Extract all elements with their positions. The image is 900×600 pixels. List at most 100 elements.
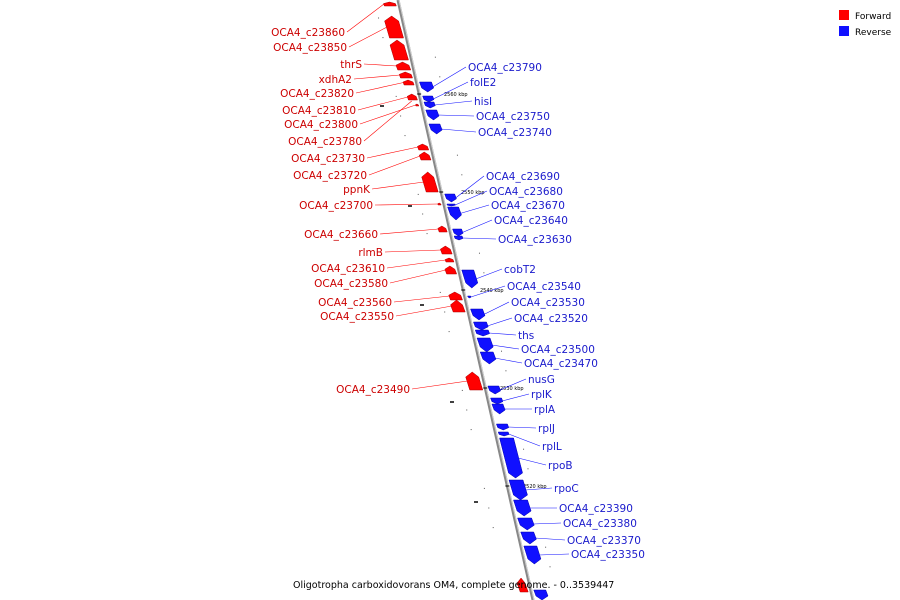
- gene-block-rlmB[interactable]: [440, 245, 453, 255]
- gene-block-OCA4_c23680[interactable]: [446, 203, 456, 207]
- gene-block-OCA4_c23850[interactable]: [384, 15, 404, 39]
- gene-block-rpoC[interactable]: [508, 479, 528, 501]
- gene-block-OCA4_c23850[interactable]: [389, 39, 409, 61]
- gene-label-OCA4_c23800[interactable]: OCA4_c23800: [284, 119, 358, 131]
- gene-label-nusG[interactable]: nusG: [528, 374, 555, 386]
- gene-label-OCA4_c23380[interactable]: OCA4_c23380: [563, 518, 637, 530]
- gene-label-OCA4_c23680[interactable]: OCA4_c23680: [489, 186, 563, 198]
- gene-label-OCA4_c23540[interactable]: OCA4_c23540: [507, 281, 581, 293]
- gene-label-thrS[interactable]: thrS: [340, 59, 362, 71]
- gene-block-OCA4_c23370[interactable]: [520, 531, 537, 545]
- gene-block-xdhA2[interactable]: [398, 71, 413, 79]
- gene-label-OCA4_c23390[interactable]: OCA4_c23390: [559, 503, 633, 515]
- gene-block-nusG[interactable]: [487, 385, 501, 395]
- gene-label-OCA4_c23790[interactable]: OCA4_c23790: [468, 62, 542, 74]
- gene-label-OCA4_c23730[interactable]: OCA4_c23730: [291, 153, 365, 165]
- gene-block-hisI[interactable]: [423, 101, 436, 109]
- gene-block-OCA4_c23740[interactable]: [428, 123, 443, 135]
- gene-block-OCA4_c23500[interactable]: [476, 337, 494, 353]
- gene-label-OCA4_c23630[interactable]: OCA4_c23630: [498, 234, 572, 246]
- gene-block-OCA4_c23520[interactable]: [473, 321, 489, 331]
- gene-label-OCA4_c23700[interactable]: OCA4_c23700: [299, 200, 373, 212]
- gene-label-folE2[interactable]: folE2: [470, 77, 496, 89]
- kbp-tick-label: 2540 kbp: [480, 288, 504, 294]
- gene-label-hisI[interactable]: hisI: [474, 96, 492, 108]
- gene-block-rplJ[interactable]: [496, 423, 510, 431]
- gene-block-OCA4_c23640[interactable]: [452, 228, 464, 237]
- gene-label-OCA4_c23780[interactable]: OCA4_c23780: [288, 136, 362, 148]
- gene-block-OCA4_c23490[interactable]: [465, 371, 484, 391]
- gene-block-OCA4_c23720[interactable]: [418, 151, 432, 161]
- kbp-tick-label: 2560 kbp: [444, 92, 468, 98]
- gene-block-OCA4_c23750[interactable]: [425, 109, 440, 121]
- gene-label-OCA4_c23670[interactable]: OCA4_c23670: [491, 200, 565, 212]
- gene-block-OCA4_c23670[interactable]: [447, 206, 462, 221]
- gene-block-OCA4_c23390[interactable]: [513, 499, 532, 517]
- gene-label-OCA4_c23850[interactable]: OCA4_c23850: [273, 42, 347, 54]
- gene-label-cobT2[interactable]: cobT2: [504, 264, 536, 276]
- gene-label-OCA4_c23740[interactable]: OCA4_c23740: [478, 127, 552, 139]
- kbp-tick-label: 2550 kbp: [461, 190, 485, 196]
- gene-block-bottom-reverse[interactable]: [533, 589, 549, 600]
- gene-label-OCA4_c23490[interactable]: OCA4_c23490: [336, 384, 410, 396]
- gene-label-OCA4_c23820[interactable]: OCA4_c23820: [280, 88, 354, 100]
- gene-label-rplJ[interactable]: rplJ: [538, 423, 555, 435]
- gene-label-OCA4_c23350[interactable]: OCA4_c23350: [571, 549, 645, 561]
- gene-label-rlmB[interactable]: rlmB: [358, 247, 383, 259]
- gene-label-OCA4_c23640[interactable]: OCA4_c23640: [494, 215, 568, 227]
- gene-block-ppnK[interactable]: [421, 171, 439, 193]
- gene-label-OCA4_c23750[interactable]: OCA4_c23750: [476, 111, 550, 123]
- gene-label-OCA4_c23470[interactable]: OCA4_c23470: [524, 358, 598, 370]
- gene-label-rpoB[interactable]: rpoB: [548, 460, 573, 472]
- gene-label-OCA4_c23660[interactable]: OCA4_c23660: [304, 229, 378, 241]
- gene-block-OCA4_c23610[interactable]: [444, 257, 455, 263]
- gene-block-OCA4_c23660[interactable]: [437, 225, 448, 233]
- gene-label-OCA4_c23520[interactable]: OCA4_c23520: [514, 313, 588, 325]
- gene-block-OCA4_c23550[interactable]: [450, 299, 466, 313]
- gene-block-rplA[interactable]: [491, 403, 506, 415]
- gene-label-rpoC[interactable]: rpoC: [554, 483, 579, 495]
- gene-block-thrS[interactable]: [395, 61, 412, 71]
- gene-block-cobT2[interactable]: [461, 269, 479, 289]
- gene-block-OCA4_c23790[interactable]: [419, 81, 435, 93]
- gene-block-OCA4_c23560[interactable]: [448, 291, 463, 301]
- gene-block-OCA4_c23810[interactable]: [406, 93, 418, 101]
- gene-label-OCA4_c23610[interactable]: OCA4_c23610: [311, 263, 385, 275]
- gene-label-OCA4_c23860[interactable]: OCA4_c23860: [271, 27, 345, 39]
- gene-label-xdhA2[interactable]: xdhA2: [319, 74, 352, 86]
- gene-label-ppnK[interactable]: ppnK: [343, 184, 371, 196]
- gene-block-OCA4_c23580[interactable]: [444, 265, 458, 275]
- gene-label-rplL[interactable]: rplL: [542, 441, 562, 453]
- gene-block-ths[interactable]: [474, 329, 490, 337]
- gene-block-OCA4_c23350[interactable]: [523, 545, 542, 565]
- gene-block-rplK[interactable]: [490, 397, 504, 405]
- gene-block-OCA4_c23700[interactable]: [437, 202, 442, 206]
- gene-label-OCA4_c23810[interactable]: OCA4_c23810: [282, 105, 356, 117]
- gene-label-OCA4_c23720[interactable]: OCA4_c23720: [293, 170, 367, 182]
- gene-block-OCA4_c23470[interactable]: [479, 351, 497, 365]
- gene-block-rpoB[interactable]: [499, 437, 523, 479]
- gene-block-OCA4_c23800[interactable]: [415, 103, 420, 107]
- gene-block-OCA4_c23820[interactable]: [402, 79, 415, 86]
- gene-label-rplA[interactable]: rplA: [534, 404, 556, 416]
- gene-label-OCA4_c23530[interactable]: OCA4_c23530: [511, 297, 585, 309]
- gene-block-OCA4_c23630[interactable]: [453, 235, 464, 241]
- gene-block-OCA4_c23860[interactable]: [383, 1, 397, 7]
- gene-label-OCA4_c23500[interactable]: OCA4_c23500: [521, 344, 595, 356]
- gene-label-ths[interactable]: ths: [518, 330, 534, 342]
- gene-block-OCA4_c23380[interactable]: [517, 517, 535, 531]
- gene-block-OCA4_c23540[interactable]: [467, 295, 472, 299]
- gene-block-bottom-forward[interactable]: [516, 577, 529, 593]
- gene-label-OCA4_c23550[interactable]: OCA4_c23550: [320, 311, 394, 323]
- gene-block-rplL[interactable]: [497, 431, 510, 437]
- gene-label-OCA4_c23580[interactable]: OCA4_c23580: [314, 278, 388, 290]
- gene-block-folE2[interactable]: [422, 95, 435, 103]
- gene-label-OCA4_c23560[interactable]: OCA4_c23560: [318, 297, 392, 309]
- gene-label-OCA4_c23370[interactable]: OCA4_c23370: [567, 535, 641, 547]
- gene-block-OCA4_c23690[interactable]: [444, 193, 457, 203]
- gene-label-rplK[interactable]: rplK: [531, 389, 553, 401]
- gene-label-OCA4_c23690[interactable]: OCA4_c23690: [486, 171, 560, 183]
- gene-block-OCA4_c23730[interactable]: [417, 143, 430, 151]
- gene-block-OCA4_c23530[interactable]: [470, 308, 486, 321]
